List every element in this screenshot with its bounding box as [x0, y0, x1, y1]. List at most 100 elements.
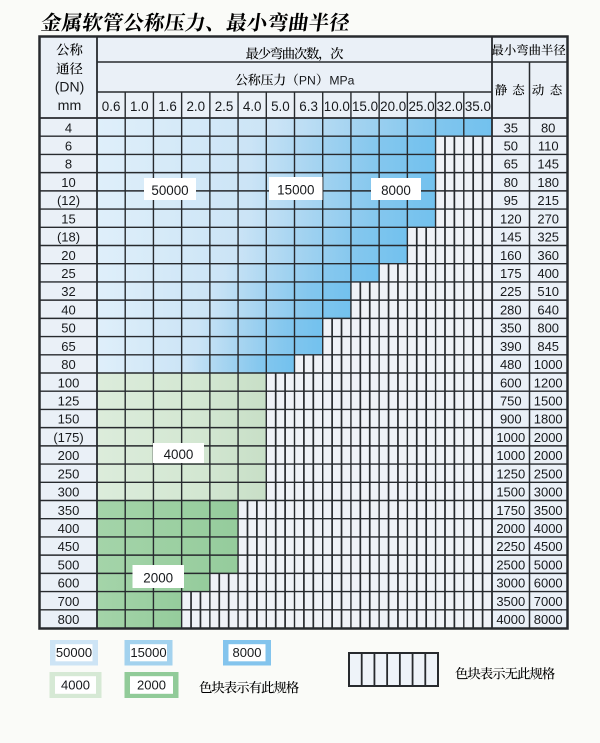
- svg-text:2250: 2250: [496, 539, 525, 554]
- svg-text:4000: 4000: [164, 447, 194, 462]
- svg-text:80: 80: [504, 175, 518, 190]
- svg-text:160: 160: [500, 248, 522, 263]
- svg-text:(175): (175): [53, 430, 83, 445]
- svg-text:20: 20: [61, 248, 75, 263]
- svg-text:480: 480: [500, 357, 522, 372]
- svg-text:1750: 1750: [496, 503, 525, 518]
- svg-text:3500: 3500: [496, 594, 525, 609]
- svg-text:1000: 1000: [534, 357, 563, 372]
- svg-text:250: 250: [58, 466, 80, 481]
- svg-text:65: 65: [61, 339, 75, 354]
- svg-text:15.0: 15.0: [352, 99, 378, 114]
- svg-text:3500: 3500: [534, 503, 563, 518]
- svg-text:215: 215: [537, 193, 559, 208]
- svg-text:3000: 3000: [496, 576, 525, 591]
- svg-text:PN: PN: [299, 74, 316, 88]
- svg-text:8000: 8000: [534, 612, 563, 627]
- svg-text:65: 65: [504, 157, 518, 172]
- svg-text:150: 150: [58, 412, 80, 427]
- svg-text:845: 845: [537, 339, 559, 354]
- svg-text:450: 450: [58, 539, 80, 554]
- svg-text:4000: 4000: [61, 678, 90, 693]
- svg-text:25: 25: [61, 266, 75, 281]
- svg-text:1500: 1500: [496, 485, 525, 500]
- svg-text:800: 800: [537, 321, 559, 336]
- svg-text:32.0: 32.0: [437, 99, 463, 114]
- svg-text:2.5: 2.5: [215, 99, 234, 114]
- svg-text:(12): (12): [57, 193, 80, 208]
- svg-text:300: 300: [58, 485, 80, 500]
- svg-text:800: 800: [58, 612, 80, 627]
- svg-text:6: 6: [65, 139, 72, 154]
- svg-text:2000: 2000: [534, 430, 563, 445]
- svg-text:15000: 15000: [277, 183, 314, 198]
- svg-text:3000: 3000: [534, 485, 563, 500]
- svg-text:120: 120: [500, 211, 522, 226]
- svg-text:110: 110: [538, 139, 559, 154]
- svg-text:2500: 2500: [496, 557, 525, 572]
- svg-text:50000: 50000: [151, 183, 188, 198]
- svg-text:mm: mm: [58, 98, 82, 114]
- svg-text:2500: 2500: [534, 466, 563, 481]
- svg-text:1200: 1200: [534, 375, 563, 390]
- svg-text:(DN): (DN): [55, 79, 85, 95]
- svg-text:80: 80: [61, 357, 75, 372]
- svg-text:40: 40: [61, 302, 75, 317]
- svg-text:225: 225: [500, 284, 522, 299]
- svg-text:125: 125: [58, 394, 80, 409]
- svg-text:6.3: 6.3: [299, 99, 318, 114]
- svg-text:2.0: 2.0: [186, 99, 205, 114]
- svg-text:32: 32: [61, 284, 75, 299]
- svg-text:2000: 2000: [496, 521, 525, 536]
- svg-text:50: 50: [61, 321, 75, 336]
- svg-text:1000: 1000: [496, 430, 525, 445]
- svg-text:8: 8: [65, 157, 72, 172]
- svg-text:510: 510: [537, 284, 559, 299]
- svg-text:400: 400: [58, 521, 80, 536]
- svg-text:4000: 4000: [534, 521, 563, 536]
- svg-text:390: 390: [500, 339, 522, 354]
- svg-text:1800: 1800: [534, 412, 563, 427]
- svg-text:145: 145: [537, 157, 559, 172]
- svg-text:6000: 6000: [534, 576, 563, 591]
- svg-text:5000: 5000: [534, 557, 563, 572]
- svg-text:1250: 1250: [496, 466, 525, 481]
- svg-text:360: 360: [537, 248, 559, 263]
- svg-text:280: 280: [500, 302, 522, 317]
- svg-text:0.6: 0.6: [102, 99, 121, 114]
- svg-text:35.0: 35.0: [465, 99, 491, 114]
- svg-text:8000: 8000: [381, 183, 411, 198]
- svg-text:2000: 2000: [534, 448, 563, 463]
- svg-text:7000: 7000: [534, 594, 563, 609]
- svg-text:180: 180: [537, 175, 559, 190]
- svg-text:95: 95: [504, 193, 518, 208]
- svg-text:80: 80: [541, 120, 555, 135]
- svg-text:8000: 8000: [233, 645, 262, 660]
- svg-text:10.0: 10.0: [324, 99, 350, 114]
- svg-text:600: 600: [58, 576, 80, 591]
- svg-text:145: 145: [500, 230, 522, 245]
- svg-text:2000: 2000: [137, 678, 166, 693]
- svg-text:25.0: 25.0: [408, 99, 434, 114]
- svg-text:MPa: MPa: [329, 74, 354, 88]
- svg-text:15000: 15000: [130, 645, 166, 660]
- svg-text:175: 175: [500, 266, 522, 281]
- svg-text:10: 10: [61, 175, 75, 190]
- svg-text:20.0: 20.0: [380, 99, 406, 114]
- svg-text:1.0: 1.0: [130, 99, 149, 114]
- svg-text:700: 700: [58, 594, 80, 609]
- svg-text:400: 400: [537, 266, 559, 281]
- svg-text:600: 600: [500, 375, 522, 390]
- svg-text:500: 500: [58, 557, 80, 572]
- svg-text:50000: 50000: [56, 645, 92, 660]
- svg-text:35: 35: [504, 120, 518, 135]
- svg-text:4: 4: [65, 120, 72, 135]
- svg-text:4000: 4000: [496, 612, 525, 627]
- svg-text:1500: 1500: [534, 394, 563, 409]
- svg-text:5.0: 5.0: [271, 99, 290, 114]
- svg-text:1.6: 1.6: [158, 99, 177, 114]
- svg-text:100: 100: [58, 375, 80, 390]
- svg-text:(18): (18): [57, 230, 80, 245]
- svg-text:4500: 4500: [534, 539, 563, 554]
- svg-text:15: 15: [61, 211, 75, 226]
